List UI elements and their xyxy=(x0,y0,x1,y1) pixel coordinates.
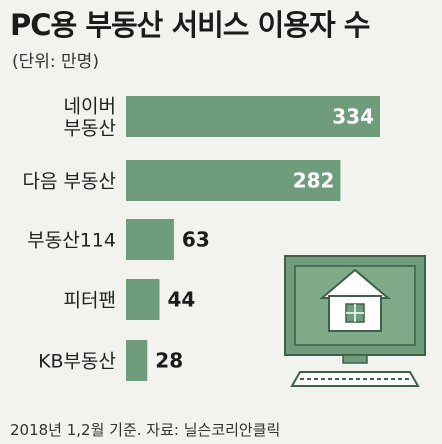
value-label-1: 282 xyxy=(293,169,335,193)
category-label-0: 네이버 부동산 xyxy=(64,96,116,140)
unit-label: (단위: 만명) xyxy=(12,52,99,72)
category-label-4: KB부동산 xyxy=(38,351,116,373)
value-label-4: 28 xyxy=(155,349,183,373)
value-labels-group: 334 282 63 44 28 xyxy=(155,105,374,373)
keyboard-icon xyxy=(290,371,420,387)
value-label-3: 44 xyxy=(167,288,195,312)
value-label-2: 63 xyxy=(182,228,210,252)
monitor-stand xyxy=(342,354,368,364)
value-label-0: 334 xyxy=(332,105,374,129)
house-icon xyxy=(319,268,391,332)
bar-3 xyxy=(126,279,160,320)
bar-2 xyxy=(126,219,174,260)
category-label-2: 부동산114 xyxy=(27,230,116,252)
bar-1 xyxy=(126,160,341,201)
source-note: 2018년 1,2월 기준. 자료: 닐슨코리안클릭 xyxy=(10,421,281,439)
chart-title: PC용 부동산 서비스 이용자 수 xyxy=(10,8,370,42)
bars-group xyxy=(126,96,380,381)
bar-4 xyxy=(126,340,148,381)
category-label-3: 피터팬 xyxy=(64,290,116,312)
computer-illustration xyxy=(284,255,426,387)
category-label-1: 다음 부동산 xyxy=(23,171,116,193)
bar-0 xyxy=(126,96,380,137)
